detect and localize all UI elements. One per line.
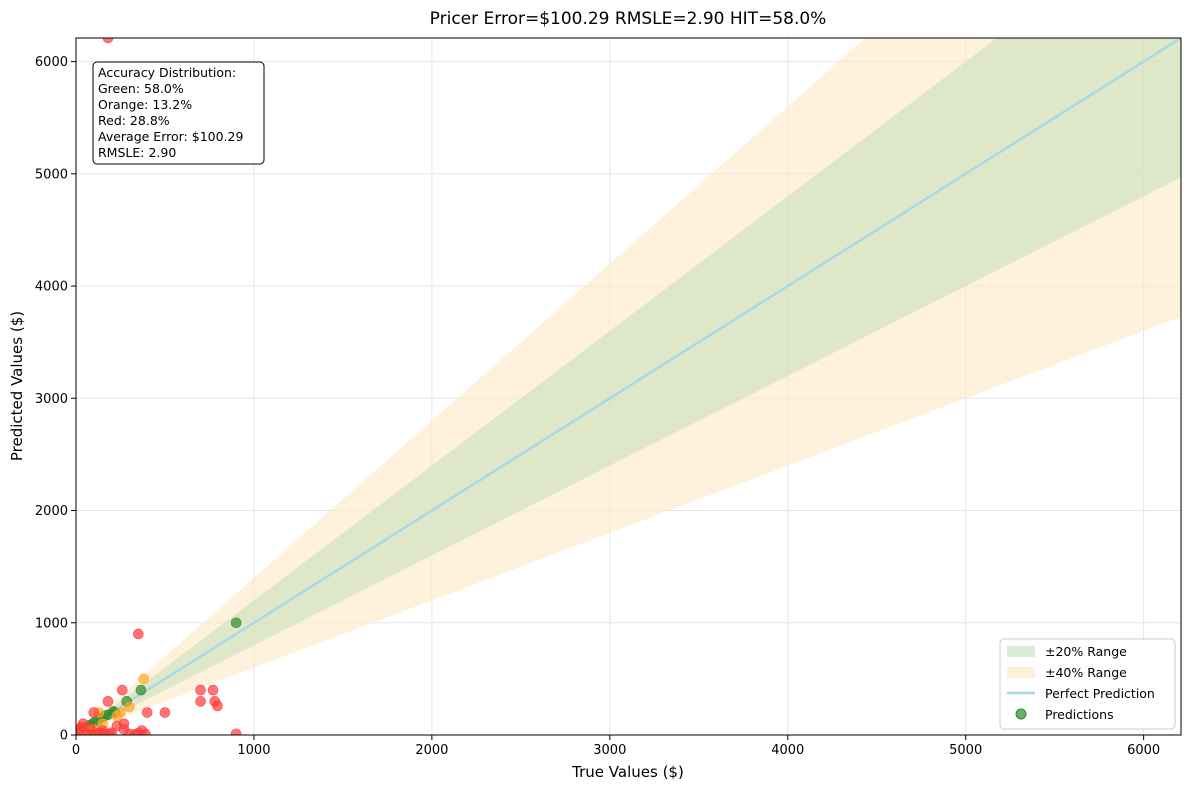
data-point-red	[230, 728, 242, 735]
x-tick-label: 1000	[237, 743, 270, 758]
y-axis-ticks: 0 1000 2000 3000 4000 5000 6000	[35, 55, 76, 744]
data-point-red	[132, 728, 144, 735]
x-tick-label: 0	[72, 743, 80, 758]
data-point-red	[116, 684, 128, 696]
y-tick-label: 5000	[35, 167, 68, 182]
plot-frame	[75, 37, 1182, 736]
chart-title: Pricer Error=$100.29 RMSLE=2.90 HIT=58.0…	[430, 9, 827, 29]
prediction-points	[76, 38, 242, 735]
data-point-green	[135, 684, 147, 696]
data-point-red	[76, 724, 85, 735]
annotation-line: RMSLE: 2.90	[98, 145, 176, 160]
y-tick-label: 2000	[35, 504, 68, 519]
legend: ±20% Range ±40% Range Perfect Prediction…	[999, 638, 1176, 730]
y-tick-label: 4000	[35, 280, 68, 295]
y-tick-label: 1000	[35, 616, 68, 631]
data-point-red	[88, 707, 100, 718]
data-point-orange	[111, 710, 123, 722]
data-point-red	[159, 707, 171, 718]
y-tick-label: 3000	[35, 392, 68, 407]
data-point-red	[99, 728, 110, 735]
data-point-red	[195, 684, 206, 696]
x-tick-label: 5000	[949, 743, 982, 758]
legend-swatch-band20	[1007, 646, 1035, 657]
data-point-red	[132, 628, 144, 640]
data-point-red	[212, 700, 223, 712]
legend-label-perfect-prediction: Perfect Prediction	[1045, 686, 1155, 701]
annotation-line: Orange: 13.2%	[98, 97, 192, 112]
legend-box	[999, 638, 1176, 730]
data-point-red	[111, 720, 123, 732]
x-tick-label: 3000	[593, 743, 626, 758]
y-tick-label: 0	[60, 729, 68, 744]
accuracy-annotation: Accuracy Distribution: Green: 58.0% Oran…	[92, 61, 265, 165]
data-point-orange	[124, 701, 135, 713]
legend-swatch-predictions	[1015, 708, 1027, 720]
data-point-red	[207, 684, 219, 696]
x-axis-ticks: 0 1000 2000 3000 4000 5000 6000	[72, 735, 1160, 758]
legend-swatch-band40	[1007, 667, 1035, 678]
annotation-background	[92, 61, 265, 165]
annotation-line: Average Error: $100.29	[98, 129, 243, 144]
x-tick-label: 4000	[771, 743, 804, 758]
data-point-orange	[138, 673, 149, 685]
x-tick-label: 6000	[1127, 743, 1160, 758]
data-point-red	[195, 696, 206, 707]
legend-label-band40: ±40% Range	[1045, 665, 1127, 680]
annotation-line: Red: 28.8%	[98, 113, 170, 128]
data-point-red	[124, 728, 135, 735]
y-tick-label: 6000	[35, 55, 68, 70]
x-axis-label: True Values ($)	[571, 763, 684, 781]
data-point-red	[102, 38, 114, 44]
legend-label-band20: ±20% Range	[1045, 644, 1127, 659]
legend-label-predictions: Predictions	[1045, 707, 1114, 722]
annotation-line: Accuracy Distribution:	[98, 65, 236, 80]
data-point-green	[230, 617, 242, 629]
annotation-line: Green: 58.0%	[98, 81, 184, 96]
data-point-red	[102, 696, 114, 707]
y-axis-label: Predicted Values ($)	[8, 311, 26, 461]
data-point-red	[141, 707, 153, 718]
x-tick-label: 2000	[415, 743, 448, 758]
perfect-prediction-line	[76, 38, 1181, 735]
perfect-prediction-layer	[76, 38, 1181, 735]
